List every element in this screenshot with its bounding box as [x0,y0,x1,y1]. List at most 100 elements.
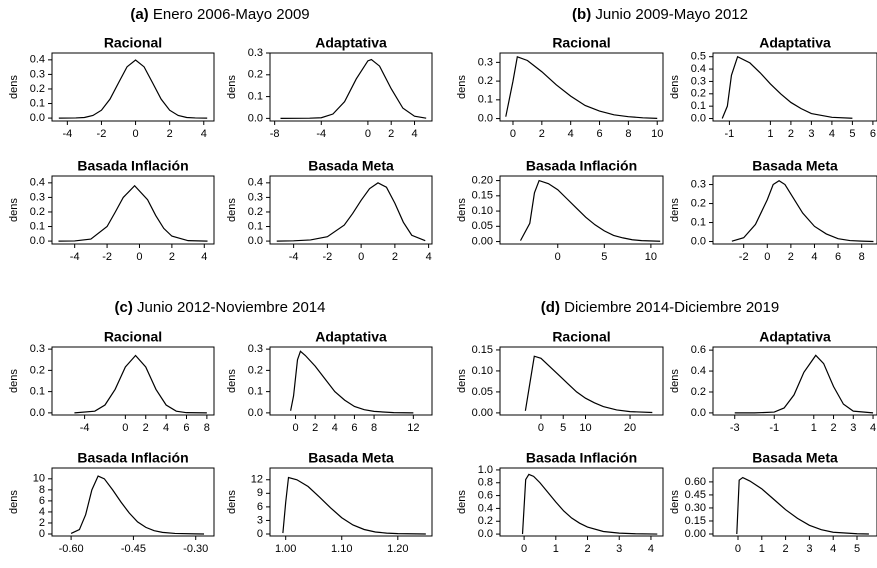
y-tick-label: 0.4 [30,177,45,189]
x-tick-label: 0 [365,128,371,140]
x-tick-label: 10 [645,251,657,263]
plot-box [712,346,877,416]
y-tick-label: 12 [251,474,263,486]
y-tick-label: 2 [39,517,45,529]
x-tick-label: 20 [624,422,636,434]
x-tick-label: 0 [132,128,138,140]
y-axis-label: dens [669,198,681,222]
x-tick-label: 4 [201,128,207,140]
x-tick-label: 1 [767,128,773,140]
x-tick-label: -2 [322,251,332,263]
density-line [505,55,658,119]
subplot-title: Basada Inflación [526,158,637,174]
y-axis-label: dens [226,490,238,514]
y-tick-label: 0.2 [30,83,45,95]
y-tick-label: 0.00 [685,528,706,540]
y-tick-label: 0.0 [30,112,45,124]
y-tick-label: 0.0 [691,235,706,247]
y-axis-label: dens [669,369,681,393]
y-tick-label: 0.4 [691,63,706,75]
x-tick-label: 3 [850,422,856,434]
x-tick-label: 1 [811,422,817,434]
x-tick-label: 2 [830,422,836,434]
y-tick-label: 0.0 [248,112,263,124]
y-tick-label: 0.0 [478,112,493,124]
x-tick-label: 0 [122,422,128,434]
x-tick-label: 0 [136,251,142,263]
y-axis-label: dens [8,490,20,514]
density-line [524,355,653,414]
y-axis-label: dens [226,75,238,99]
y-tick-label: 0.3 [248,47,263,59]
y-tick-label: 0.00 [472,407,493,419]
y-tick-label: 0.1 [30,386,45,398]
y-tick-label: 0.0 [30,235,45,247]
density-line [736,476,869,535]
x-tick-label: 0 [555,251,561,263]
subplot-title: Adaptativa [315,329,387,345]
subplot-title: Racional [552,35,610,51]
y-tick-label: 0.05 [472,220,493,232]
x-tick-label: -0.60 [59,543,84,555]
x-tick-label: 0 [735,543,741,555]
density-line [58,59,208,119]
x-tick-label: 8 [371,422,377,434]
y-tick-label: 0.1 [248,220,263,232]
subplot-title: Basada Meta [308,450,394,466]
plot-box [269,467,433,537]
y-tick-label: 0.6 [478,489,493,501]
x-tick-label: 0 [764,251,770,263]
y-tick-label: 0.1 [691,100,706,112]
x-tick-label: 5 [560,422,566,434]
x-tick-label: 2 [312,422,318,434]
x-tick-label: 0 [510,128,516,140]
x-tick-label: 2 [169,251,175,263]
y-tick-label: 0.3 [30,343,45,355]
x-tick-label: 5 [849,128,855,140]
y-tick-label: 6 [39,495,45,507]
x-tick-label: 4 [568,128,574,140]
y-tick-label: 0.0 [478,528,493,540]
panel-title: (c) Junio 2012-Noviembre 2014 [115,299,326,316]
x-tick-label: 1.10 [331,543,352,555]
x-tick-label: -2 [97,128,107,140]
y-tick-label: 0 [257,528,263,540]
x-tick-label: 1 [553,543,559,555]
x-tick-label: -4 [316,128,326,140]
y-tick-label: 0.2 [248,364,263,376]
y-tick-label: 0.4 [30,54,45,66]
y-tick-label: 0.10 [472,205,493,217]
y-tick-label: 0.0 [691,407,706,419]
x-tick-label: -4 [70,251,80,263]
plot-box [712,467,877,537]
y-tick-label: 0.0 [30,407,45,419]
y-tick-label: 0.2 [248,206,263,218]
y-axis-label: dens [456,369,468,393]
x-tick-label: -2 [739,251,749,263]
plot-box [51,346,215,416]
y-tick-label: 6 [257,501,263,513]
y-tick-label: 0.3 [30,191,45,203]
x-tick-label: 4 [411,128,417,140]
x-tick-label: 4 [830,543,836,555]
y-tick-label: 4 [39,506,45,518]
y-axis-label: dens [8,369,20,393]
y-tick-label: 0.60 [685,476,706,488]
subplot-title: Adaptativa [759,35,831,51]
y-tick-label: 0.4 [691,365,706,377]
x-tick-label: 4 [201,251,207,263]
x-tick-label: 6 [870,128,876,140]
y-tick-label: 0.20 [472,174,493,186]
subplot-title: Basada Inflación [77,158,188,174]
y-axis-label: dens [456,75,468,99]
y-tick-label: 0.3 [248,191,263,203]
y-tick-label: 0.3 [30,68,45,80]
density-line [734,354,874,414]
y-axis-label: dens [226,369,238,393]
y-tick-label: 0.6 [691,344,706,356]
x-tick-label: -1 [725,128,735,140]
plot-box [499,346,664,416]
x-tick-label: 4 [332,422,338,434]
y-tick-label: 0 [39,528,45,540]
x-tick-label: 6 [835,251,841,263]
